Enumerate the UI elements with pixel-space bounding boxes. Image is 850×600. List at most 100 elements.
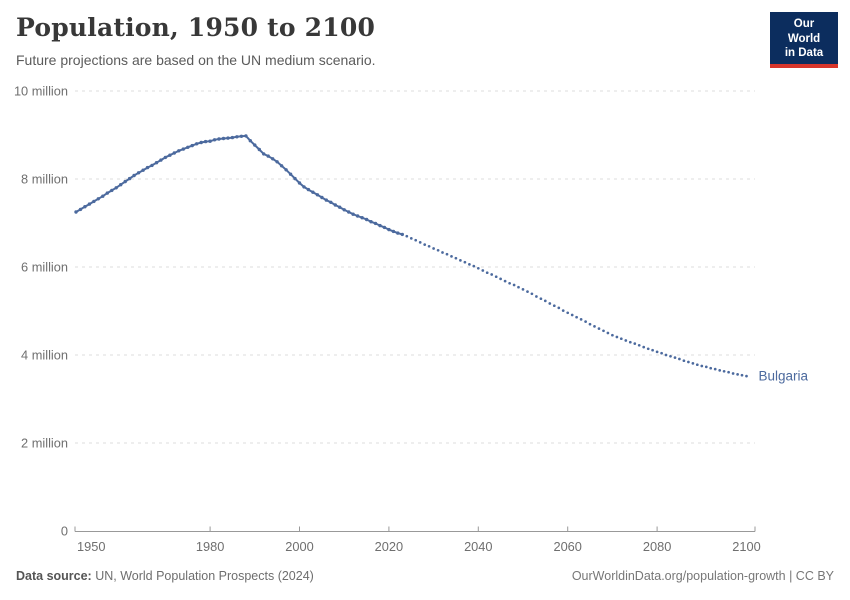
projection-dot[interactable] [736,373,739,376]
projection-dot[interactable] [619,337,623,341]
data-point[interactable] [127,176,132,181]
projection-dot[interactable] [713,367,717,371]
data-point[interactable] [253,143,257,147]
data-point[interactable] [78,207,83,212]
projection-dot[interactable] [427,244,431,248]
projection-dot[interactable] [678,357,681,361]
data-point[interactable] [150,163,154,168]
data-point[interactable] [320,195,324,200]
data-point[interactable] [208,139,212,143]
data-point[interactable] [159,158,163,162]
projection-dot[interactable] [624,339,628,342]
data-point[interactable] [226,136,230,140]
projection-dot[interactable] [584,320,587,323]
projection-dot[interactable] [409,237,413,240]
data-point[interactable] [248,139,252,143]
series-line[interactable] [75,134,403,236]
data-point[interactable] [288,172,293,176]
data-point[interactable] [92,199,96,204]
projection-dot[interactable] [602,329,605,333]
projection-dot[interactable] [727,370,730,374]
projection-dot[interactable] [695,363,699,367]
data-point[interactable] [315,193,320,197]
data-point[interactable] [355,214,360,218]
data-point[interactable] [279,164,284,168]
data-point[interactable] [172,151,176,155]
data-point[interactable] [347,210,351,214]
projection-dot[interactable] [611,333,614,337]
data-point[interactable] [378,223,382,228]
data-point[interactable] [351,212,355,216]
data-point[interactable] [110,188,114,193]
data-point[interactable] [141,168,145,172]
data-point[interactable] [364,217,369,222]
data-point[interactable] [324,198,328,202]
projection-dot[interactable] [530,292,534,296]
population-series[interactable] [74,134,748,378]
projection-dot[interactable] [490,273,494,276]
projection-dot[interactable] [655,350,659,354]
data-point[interactable] [342,208,346,212]
projection-dot[interactable] [597,327,601,330]
projection-dot[interactable] [642,345,646,349]
data-point[interactable] [387,227,391,232]
data-point[interactable] [275,160,279,164]
projection-dot[interactable] [651,348,654,352]
projection-dot[interactable] [664,353,668,357]
projection-dot[interactable] [414,238,418,242]
projection-dot[interactable] [615,335,619,339]
projection-dot[interactable] [445,252,449,256]
owid-logo[interactable]: Our World in Data [770,12,838,69]
projection-dot[interactable] [476,266,480,270]
projection-dot[interactable] [543,299,547,303]
data-point[interactable] [297,181,302,185]
projection-dot[interactable] [463,260,467,264]
projection-dot[interactable] [570,313,574,317]
data-point[interactable] [235,135,239,139]
credit-link[interactable]: OurWorldinData.org/population-growth | C… [571,569,834,583]
projection-dot[interactable] [454,256,458,260]
projection-dot[interactable] [485,271,489,275]
data-point[interactable] [338,205,342,209]
data-point[interactable] [391,229,396,234]
data-point[interactable] [217,137,221,141]
data-point[interactable] [136,171,141,175]
projection-dot[interactable] [526,290,529,293]
projection-dot[interactable] [709,366,713,370]
data-point[interactable] [284,168,288,172]
projection-dot[interactable] [687,360,690,364]
data-point[interactable] [271,157,275,161]
projection-dot[interactable] [731,372,735,375]
data-point[interactable] [360,216,364,220]
projection-dot[interactable] [682,359,686,363]
data-point[interactable] [373,221,378,226]
data-point[interactable] [244,134,248,138]
data-point[interactable] [369,220,373,224]
projection-dot[interactable] [405,234,409,238]
data-point[interactable] [123,179,127,184]
projection-dot[interactable] [512,283,516,287]
projection-dot[interactable] [579,318,583,321]
projection-dot[interactable] [468,263,471,266]
data-point[interactable] [119,183,123,187]
projection-dot[interactable] [418,241,422,244]
projection-dot[interactable] [700,364,704,368]
projection-dot[interactable] [566,311,570,315]
data-point[interactable] [168,153,172,157]
projection-dot[interactable] [593,325,596,328]
projection-dot[interactable] [423,243,427,246]
data-point[interactable] [177,149,181,153]
projection-dot[interactable] [588,322,592,326]
data-point[interactable] [221,136,226,141]
projection-dot[interactable] [704,365,708,369]
data-point[interactable] [190,143,194,148]
data-point[interactable] [293,176,297,181]
data-point[interactable] [329,200,333,204]
data-point[interactable] [145,165,150,170]
data-point[interactable] [203,139,208,144]
data-point[interactable] [114,186,118,190]
projection-dot[interactable] [691,362,695,365]
projection-dot[interactable] [660,351,663,355]
data-point[interactable] [257,147,261,152]
projection-dot[interactable] [441,251,444,254]
